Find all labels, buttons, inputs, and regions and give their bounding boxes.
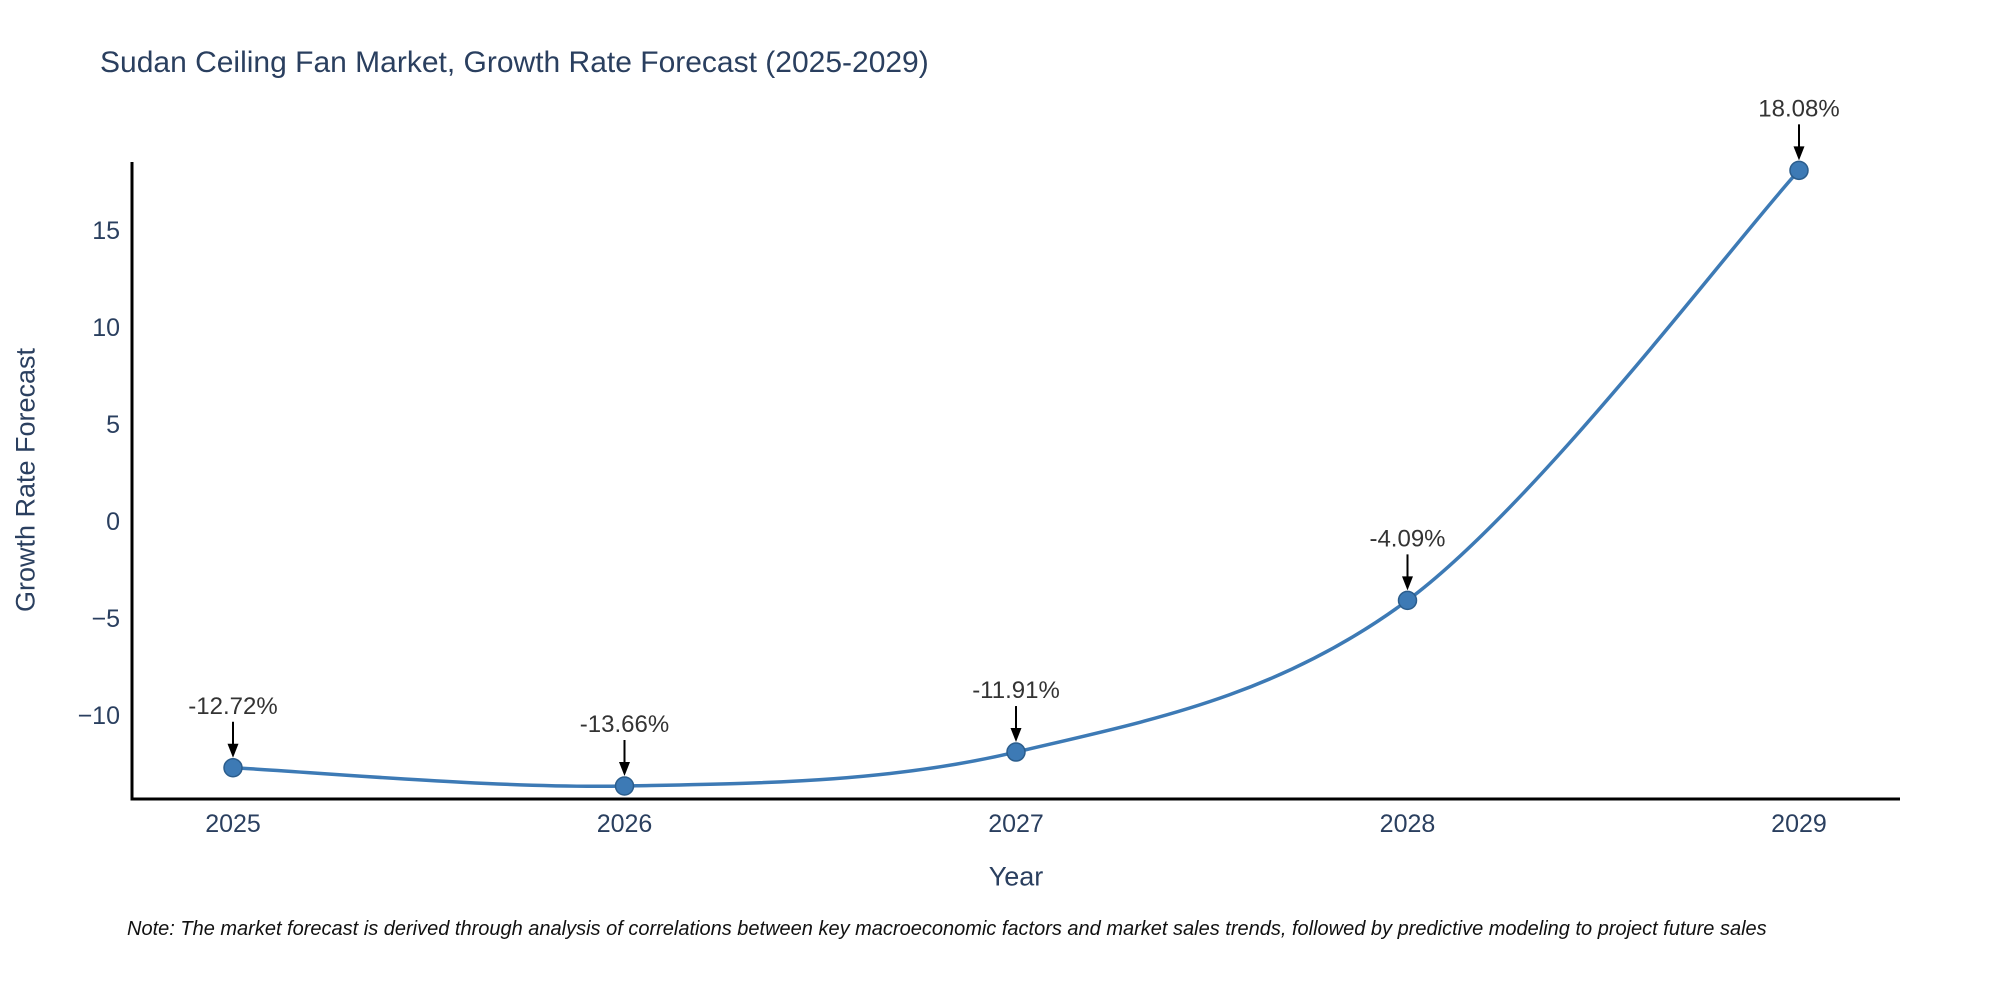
annotation-label: -4.09% <box>1369 525 1445 552</box>
data-point-marker[interactable] <box>1397 590 1418 611</box>
chart-title: Sudan Ceiling Fan Market, Growth Rate Fo… <box>100 46 929 79</box>
footnote: Note: The market forecast is derived thr… <box>127 918 1767 940</box>
x-tick-label: 2026 <box>597 810 653 838</box>
annotation-arrowhead <box>1793 146 1805 161</box>
data-point-marker[interactable] <box>1789 160 1809 181</box>
annotation-arrowhead <box>619 762 631 777</box>
x-tick-label: 2029 <box>1771 810 1827 838</box>
data-point-marker[interactable] <box>614 776 635 796</box>
y-tick-label: 0 <box>106 508 120 536</box>
series-line <box>231 168 1801 788</box>
y-tick-label: −5 <box>91 605 120 633</box>
annotation-arrowhead <box>1401 576 1413 591</box>
data-point-marker[interactable] <box>223 758 243 778</box>
annotation-label: 18.08% <box>1758 95 1839 122</box>
x-tick-label: 2027 <box>988 810 1044 838</box>
y-tick-label: 15 <box>92 217 120 245</box>
x-tick-label: 2028 <box>1380 810 1436 838</box>
annotation-arrowhead <box>1010 728 1022 743</box>
x-axis-title: Year <box>988 861 1044 892</box>
annotation-label: -11.91% <box>972 677 1060 704</box>
x-tick-label: 2025 <box>205 810 261 838</box>
annotation-label: -13.66% <box>580 711 669 738</box>
annotation-label: -12.72% <box>188 693 277 720</box>
data-point-marker[interactable] <box>1006 742 1026 762</box>
y-tick-label: 10 <box>92 314 120 342</box>
annotation-arrowhead <box>227 743 239 758</box>
y-tick-label: −10 <box>78 702 120 730</box>
y-tick-label: 5 <box>106 411 120 439</box>
